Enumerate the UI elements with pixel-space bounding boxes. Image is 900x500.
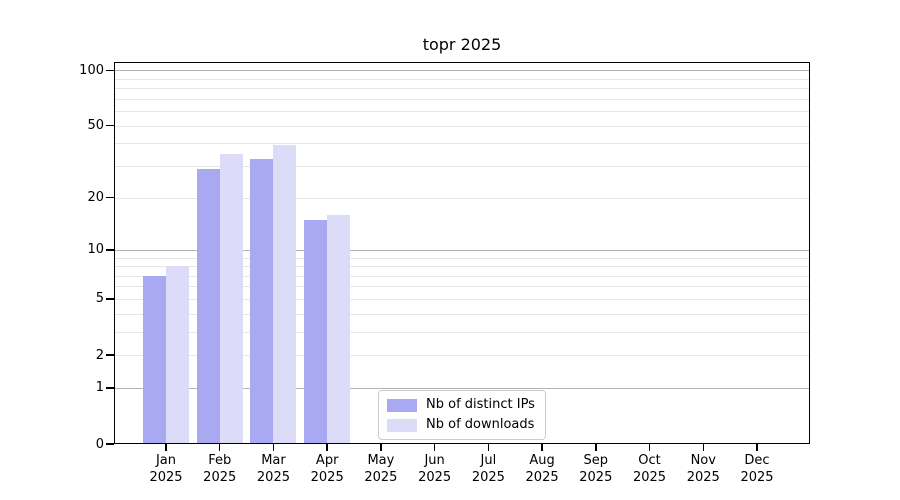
- x-tick-mark: [380, 444, 382, 451]
- x-tick-mark: [433, 444, 436, 451]
- y-tick-mark: [106, 443, 114, 445]
- x-tick-label: Aug 2025: [525, 453, 559, 485]
- x-tick-label: Jun 2025: [418, 453, 452, 485]
- bar-downloads-jan: [166, 266, 189, 444]
- chart-title: topr 2025: [422, 35, 502, 54]
- y-tick-mark: [106, 196, 114, 199]
- minor-gridline: [114, 197, 810, 199]
- major-gridline: [114, 70, 810, 72]
- bar-downloads-mar: [273, 145, 297, 444]
- y-tick-label: 5: [95, 291, 104, 307]
- x-tick-label: May 2025: [364, 453, 398, 485]
- legend-swatch-distinct-ips-icon: [387, 398, 417, 412]
- bar-distinct-ips-apr: [304, 219, 328, 444]
- y-tick-label: 50: [87, 118, 104, 134]
- y-tick-label: 100: [79, 62, 104, 78]
- y-tick-mark: [106, 298, 114, 300]
- y-tick-label: 20: [87, 190, 104, 206]
- y-tick-mark: [106, 249, 114, 251]
- legend-label-distinct-ips: Nb of distinct IPs: [426, 397, 535, 412]
- minor-gridline: [114, 275, 810, 277]
- x-tick-label: Jul 2025: [471, 453, 505, 485]
- bar-downloads-apr: [327, 214, 351, 444]
- legend-label-downloads: Nb of downloads: [426, 417, 535, 432]
- y-tick-label: 2: [95, 347, 104, 363]
- legend-item-downloads: Nb of downloads: [387, 418, 536, 432]
- minor-gridline: [114, 78, 810, 80]
- x-tick-mark: [756, 444, 758, 451]
- minor-gridline: [114, 313, 810, 315]
- minor-gridline: [114, 125, 810, 127]
- bar-downloads-feb: [219, 153, 243, 444]
- minor-gridline: [114, 111, 810, 113]
- x-tick-label: Nov 2025: [686, 453, 720, 485]
- legend-item-distinct-ips: Nb of distinct IPs: [387, 398, 536, 412]
- y-tick-mark: [106, 354, 114, 356]
- minor-gridline: [114, 266, 810, 268]
- minor-gridline: [114, 143, 810, 145]
- minor-gridline: [114, 355, 810, 357]
- x-tick-mark: [487, 444, 490, 451]
- bar-distinct-ips-jan: [143, 275, 166, 444]
- x-tick-label: Oct 2025: [632, 453, 667, 485]
- major-gridline: [114, 387, 810, 389]
- minor-gridline: [114, 98, 810, 100]
- x-tick-mark: [648, 444, 651, 451]
- major-gridline: [114, 249, 810, 251]
- minor-gridline: [114, 286, 810, 288]
- y-tick-label: 10: [87, 242, 104, 258]
- y-tick-mark: [106, 387, 114, 389]
- minor-gridline: [114, 331, 810, 333]
- minor-gridline: [114, 257, 810, 259]
- x-tick-mark: [165, 444, 167, 451]
- y-tick-label: 1: [95, 380, 104, 396]
- x-tick-label: Apr 2025: [310, 453, 344, 485]
- x-tick-mark: [326, 444, 328, 451]
- x-tick-mark: [702, 444, 705, 451]
- x-tick-mark: [541, 444, 543, 451]
- y-tick-mark: [106, 69, 114, 72]
- x-tick-label: Sep 2025: [579, 453, 613, 485]
- bar-distinct-ips-mar: [250, 158, 274, 444]
- minor-gridline: [114, 165, 810, 167]
- minor-gridline: [114, 298, 810, 300]
- minor-gridline: [114, 88, 810, 90]
- x-tick-label: Mar 2025: [256, 453, 290, 485]
- bar-distinct-ips-feb: [196, 168, 220, 444]
- y-tick-mark: [106, 124, 114, 127]
- legend: Nb of distinct IPs Nb of downloads: [378, 390, 546, 440]
- x-tick-label: Feb 2025: [203, 453, 237, 485]
- x-tick-mark: [595, 444, 597, 451]
- x-tick-label: Dec 2025: [740, 453, 774, 485]
- plot-area: [114, 62, 810, 444]
- legend-swatch-downloads-icon: [387, 418, 417, 432]
- y-tick-label: 0: [95, 436, 104, 452]
- x-tick-mark: [272, 444, 275, 451]
- x-tick-mark: [218, 444, 221, 451]
- x-tick-label: Jan 2025: [149, 453, 183, 485]
